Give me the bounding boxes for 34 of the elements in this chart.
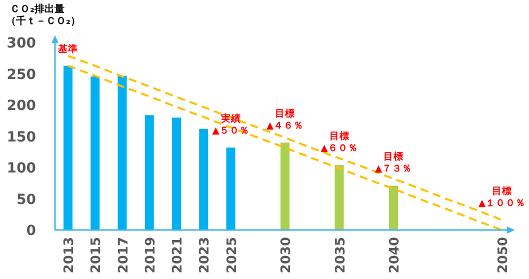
y-tick-label: 150 <box>6 129 36 146</box>
annotation: 目標 ▲６０％ <box>320 131 358 154</box>
y-tick-label: 200 <box>6 98 36 114</box>
x-tick-label: 2021 <box>170 237 186 274</box>
bar <box>389 186 398 230</box>
annotation: 目標 ▲７３％ <box>374 152 412 175</box>
y-tick-label: 300 <box>6 36 36 52</box>
x-tick-label: 2025 <box>224 237 240 274</box>
annotation: 目標 ▲１００％ <box>478 186 526 209</box>
bar <box>199 128 208 230</box>
x-tick-label: 2023 <box>198 237 213 274</box>
x-tick-label: 2019 <box>143 237 158 274</box>
bar <box>118 76 127 230</box>
y-tick-label: 0 <box>26 223 36 239</box>
bar <box>172 118 181 230</box>
y-tick-label: 100 <box>6 160 36 177</box>
bar <box>226 148 236 230</box>
x-tick-label: 2030 <box>279 237 294 274</box>
y-tick-label: 50 <box>16 192 36 208</box>
annotation: 基準 <box>58 44 78 55</box>
x-tick-label: 2015 <box>89 237 104 274</box>
bar <box>144 115 154 230</box>
annotation: 目標 ▲４６％ <box>266 108 304 132</box>
ylabel: ＣＯ₂排出量（千ｔ－ＣＯ₂） <box>6 4 80 27</box>
bar <box>64 66 72 230</box>
bar <box>90 76 100 230</box>
bar <box>334 165 344 230</box>
x-tick-label: 2050 <box>496 237 511 274</box>
x-tick-label: 2035 <box>333 237 348 274</box>
x-tick-label: 2040 <box>388 237 402 274</box>
x-tick-label: 2013 <box>62 237 77 274</box>
y-tick-label: 250 <box>6 66 36 83</box>
x-tick-label: 2017 <box>116 237 132 274</box>
bar <box>280 142 290 230</box>
